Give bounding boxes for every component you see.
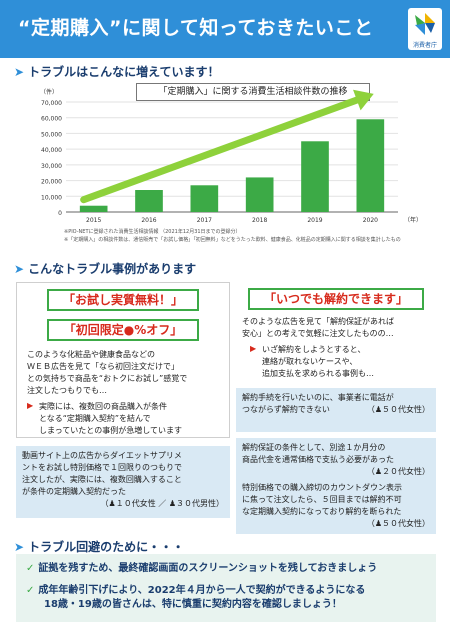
label-cancel-anytime: 「いつでも解約できます」 [248,288,424,310]
case-left-warning: 実際には、複数回の商品購入が条件 となる“定期購入契約”を結んで しまっていたと… [39,402,182,435]
bar [356,119,385,212]
section-heading-trend: ➤ トラブルはこんなに増えています！ [14,65,220,79]
tips-box: ✓ 証拠を残すため、最終確認画面のスクリーンショットを残しておきましょう ✓ 成年年… [16,554,436,622]
complaint-box-1: 解約手続を行いたいのに、事業者に電話が つながらず解約できない （♟５０代女性） [236,388,436,432]
chart-title: 「定期購入」に関する消費生活相談件数の推移 [136,83,370,101]
section-heading-avoid: ➤ トラブル回避のために・・・ [14,540,185,554]
chart-note-1: ※PIO-NETに登録された消費生活相談情報 （2021年12月31日までの登録… [64,229,241,235]
check-icon: ✓ [26,585,35,596]
y-tick-label: 0 [58,210,62,217]
trend-arrow-head [353,89,374,111]
label-first-discount: 「初回限定●%オフ」 [47,319,199,341]
arrow-right-icon: ➤ [14,65,25,79]
check-icon: ✓ [26,563,35,574]
label-free-trial: 「お試し実質無料！」 [47,289,199,311]
section-heading-cases: ➤ こんなトラブル事例があります [14,262,197,276]
y-tick-label: 70,000 [41,100,62,107]
page-title: “定期購入”に関して知っておきたいこと [18,17,374,39]
y-tick-label: 50,000 [41,131,62,138]
caa-logo: 消費者庁 [408,8,442,50]
bar [135,190,163,212]
complaint-author-2: （♟２０代女性） [366,467,430,476]
warning-triangle-icon: ▶ [27,401,34,410]
complaint-author-3: （♟１０代女性 ／ ♟３０代男性） [100,499,224,508]
page-header: “定期購入”に関して知っておきたいこと 消費者庁 [0,0,450,58]
x-axis-label: （年） [404,216,422,224]
complaint-author-1: （♟５０代女性） [366,405,430,414]
case-cancel-anytime: 「いつでも解約できます」 そのような広告を見て「解約保証があれば 安心」との考え… [236,288,436,382]
arrow-right-icon: ➤ [14,262,25,276]
x-tick-label: 2020 [363,217,378,224]
x-tick-label: 2016 [141,217,156,224]
arrow-right-icon: ➤ [14,540,25,554]
y-tick-label: 20,000 [41,179,62,186]
case-left-text: このような化粧品や健康食品などの ＷＥＢ広告を見て「なら初回注文だけで」 との気… [27,350,188,395]
caa-logo-icon [415,13,435,35]
bar [190,185,219,212]
chart-note-2: ※「定期購入」の相談件数は、通信販売で「お試し価格」「初回無料」などをうたった飲… [64,237,401,243]
y-tick-label: 30,000 [41,163,62,170]
complaint-box-4: 特別価格での購入締切のカウントダウン表示 に焦って注文したら、５回目までは解約不… [236,478,436,534]
complaint-box-3: 動画サイト上の広告からダイエットサプリメ ントをお試し特別価格で１回限りのつもり… [16,446,230,518]
tip-1: ✓ 証拠を残すため、最終確認画面のスクリーンショットを残しておきましょう [26,563,378,574]
tip-2-line2: 18歳・19歳の皆さんは、特に慎重に契約内容を確認しましょう！ [44,599,342,610]
bar [301,141,329,212]
x-tick-label: 2019 [307,217,322,224]
chart-area: 「定期購入」に関する消費生活相談件数の推移 0 10,000 20,000 30,00… [18,82,438,250]
y-axis-label: （件） [40,88,58,96]
bar [245,177,274,212]
case-free-trial: 「お試し実質無料！」 「初回限定●%オフ」 このような化粧品や健康食品などの Ｗ… [16,282,230,438]
bar-chart: 0 10,000 20,000 30,000 40,000 50,000 60,000 70,… [40,88,422,224]
y-tick-label: 10,000 [41,194,62,201]
complaint-author-4: （♟５０代女性） [366,519,430,528]
logo-text: 消費者庁 [412,42,437,49]
case-right-warning: いざ解約をしようとすると、 連絡が取れないケースや、 追加支払を求められる事例も… [262,345,374,378]
x-tick-label: 2018 [252,217,267,224]
case-right-text: そのような広告を見て「解約保証があれば 安心」との考えで気軽に注文したものの… [242,317,394,338]
y-tick-label: 60,000 [41,116,62,123]
bar [79,205,108,212]
y-tick-label: 40,000 [41,147,62,154]
warning-triangle-icon: ▶ [250,344,257,353]
trend-arrow-shaft [80,93,368,204]
tip-2: ✓ 成年年齢引下げにより、2022年４月から一人で契約ができるようになる [26,585,366,596]
x-tick-label: 2015 [86,217,101,224]
x-tick-label: 2017 [197,217,212,224]
